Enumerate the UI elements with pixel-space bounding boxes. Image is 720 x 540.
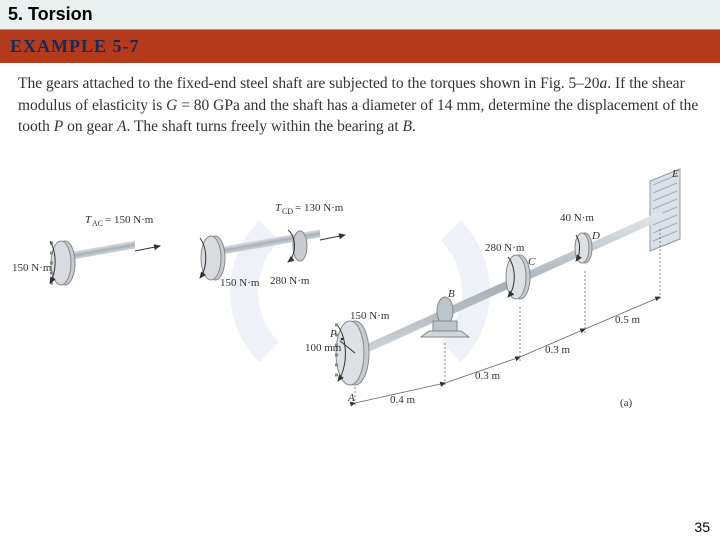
l2-t2: 280 N·m: [270, 275, 310, 287]
r-sub: (a): [620, 397, 633, 409]
r-d04: 0.4 m: [390, 394, 416, 406]
var-P: P: [54, 118, 63, 135]
example-header: EXAMPLE 5-7: [0, 30, 720, 63]
r-t150: 150 N·m: [350, 310, 390, 322]
problem-p3: on gear: [63, 118, 117, 135]
problem-p5: .: [412, 118, 416, 135]
svg-text:T: T: [85, 214, 92, 226]
var-G: G: [166, 97, 177, 114]
l2-t1: 150 N·m: [220, 277, 260, 289]
r-t40: 40 N·m: [560, 212, 594, 224]
lbl-B: B: [448, 288, 455, 300]
problem-statement: The gears attached to the fixed-end stee…: [0, 63, 720, 148]
left-diagram-2: 150 N·m 280 N·m T CD = 130 N·m: [200, 202, 345, 289]
svg-text:= 150 N·m: = 150 N·m: [105, 214, 154, 226]
lbl-C: C: [528, 256, 536, 268]
section-title: 5. Torsion: [8, 4, 93, 24]
problem-p1: The gears attached to the fixed-end stee…: [18, 75, 600, 92]
figure-area: 150 N·m T AC = 150 N·m 150 N·m 280 N·m T: [10, 156, 710, 436]
section-header: 5. Torsion: [0, 0, 720, 30]
r-d03b: 0.3 m: [545, 344, 571, 356]
svg-text:CD: CD: [282, 207, 293, 216]
page-number: 35: [694, 519, 710, 535]
r-d03: 0.3 m: [475, 370, 501, 382]
lbl-A: A: [347, 392, 355, 404]
var-B: B: [403, 118, 412, 135]
lbl-E: E: [671, 168, 679, 180]
figure-svg: 150 N·m T AC = 150 N·m 150 N·m 280 N·m T: [10, 156, 710, 436]
svg-text:T: T: [275, 202, 282, 214]
l1-torque: 150 N·m: [12, 262, 52, 274]
r-t280: 280 N·m: [485, 242, 525, 254]
r-r100: 100 mm: [305, 342, 342, 354]
left-diagram-1: 150 N·m T AC = 150 N·m: [12, 214, 160, 285]
example-label: EXAMPLE 5-7: [10, 36, 140, 56]
lbl-P: P: [329, 328, 337, 340]
svg-text:= 130 N·m: = 130 N·m: [295, 202, 344, 214]
problem-p4: . The shaft turns freely within the bear…: [126, 118, 402, 135]
right-diagram: A B C D E P 150 N·m 280 N·m 40 N·m 100 m…: [305, 168, 680, 409]
lbl-D: D: [591, 230, 600, 242]
r-d05: 0.5 m: [615, 314, 641, 326]
svg-text:AC: AC: [92, 219, 103, 228]
